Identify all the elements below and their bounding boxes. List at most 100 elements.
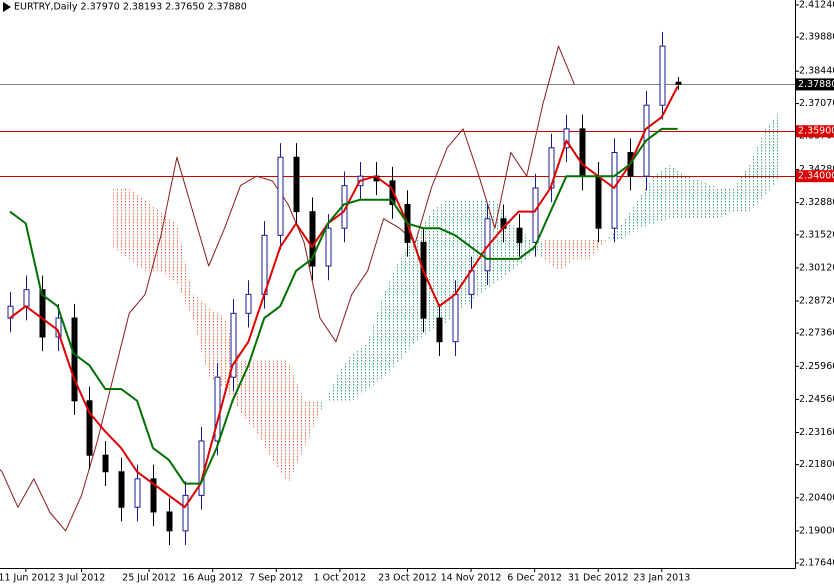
cloud-segment — [717, 187, 734, 219]
chikou-line — [0, 45, 575, 532]
cloud-segment — [494, 199, 511, 283]
y-tick-label: 2.20400 — [799, 492, 834, 503]
indicator-line — [9, 127, 678, 485]
cloud-segment — [113, 187, 130, 259]
cloud-segment — [653, 164, 670, 224]
x-tick-label: 6 Dec 2012 — [507, 573, 562, 584]
cloud-segment — [335, 353, 352, 401]
candle-body — [452, 293, 459, 343]
candle-body — [277, 156, 284, 236]
x-tick-label: 23 Jan 2013 — [633, 573, 690, 584]
candle-body — [389, 180, 396, 206]
y-tick-label: 2.17640 — [799, 558, 834, 569]
cloud-segment — [590, 240, 607, 259]
cloud-segment — [463, 199, 479, 307]
cloud-segment — [351, 341, 368, 401]
x-tick-label: 16 Aug 2012 — [182, 573, 243, 584]
candle-body — [675, 81, 682, 85]
candle-body — [595, 175, 602, 229]
cloud-segment — [240, 360, 257, 432]
cloud-segment — [542, 240, 559, 271]
x-tick-label: 1 Oct 2012 — [314, 573, 367, 584]
cloud-segment — [160, 211, 177, 283]
candle-body — [166, 511, 173, 532]
cloud-segment — [192, 294, 209, 378]
y-tick-label: 2.24560 — [799, 394, 834, 405]
y-tick-label: 2.32880 — [799, 197, 834, 208]
cloud-segment — [606, 223, 623, 241]
y-tick-label: 2.41240 — [799, 0, 834, 10]
y-tick-label: 2.38440 — [799, 66, 834, 77]
cloud-segment — [622, 199, 638, 241]
candle-body — [230, 312, 237, 378]
cloud-segment — [383, 258, 400, 378]
cloud-segment — [685, 176, 702, 219]
level-label-box — [796, 125, 834, 138]
x-tick-label: 14 Nov 2012 — [441, 573, 502, 584]
overlay: EURTRY,Daily 2.37970 2.38193 2.37650 2.3… — [3, 2, 247, 13]
cloud-segment — [749, 128, 766, 212]
cloud-segment — [304, 400, 320, 449]
x-tick-label: 3 Jul 2012 — [58, 573, 106, 584]
y-tick-label: 2.30120 — [799, 262, 834, 273]
y-tick-label: 2.19000 — [799, 525, 834, 536]
candle-body — [611, 152, 618, 229]
cloud-segment — [319, 377, 336, 413]
candle-body — [659, 45, 666, 106]
candle-body — [579, 128, 586, 177]
level-label-box — [796, 78, 834, 91]
candle-body — [325, 227, 332, 267]
y-tick-label: 2.31520 — [799, 229, 834, 240]
cloud-segment — [399, 235, 416, 361]
candle-body — [39, 289, 46, 338]
cloud-segment — [176, 223, 193, 319]
plot-area — [0, 31, 795, 546]
candle-body — [293, 156, 300, 213]
chart-title: EURTRY,Daily 2.37970 2.38193 2.37650 2.3… — [14, 2, 247, 13]
cloud-segment — [447, 199, 464, 323]
x-tick-label: 23 Oct 2012 — [378, 573, 437, 584]
candle-body — [420, 241, 427, 319]
candle-body — [102, 454, 109, 473]
cloud-segment — [288, 360, 305, 484]
y-tick-label: 2.21800 — [799, 459, 834, 470]
cloud-segment — [574, 240, 591, 259]
x-tick-label: 11 Jun 2012 — [0, 573, 56, 584]
candle-body — [563, 128, 570, 149]
level-label-box — [796, 170, 834, 183]
candle-body — [134, 478, 141, 508]
candle-body — [436, 317, 443, 343]
candle-body — [516, 227, 523, 243]
cloud-segment — [558, 240, 575, 271]
level-label: 2.37880 — [798, 79, 834, 90]
y-tick-label: 2.23160 — [799, 427, 834, 438]
y-tick-label: 2.34280 — [799, 164, 834, 175]
candle-body — [198, 440, 205, 496]
candle-body — [245, 293, 252, 314]
candle-body — [86, 400, 93, 456]
candle-body — [309, 211, 316, 267]
x-tick-label: 25 Jul 2012 — [122, 573, 176, 584]
cloud-segment — [701, 180, 718, 219]
candle-body — [182, 494, 189, 532]
candle-body — [23, 289, 30, 307]
candle-body — [150, 478, 157, 513]
cloud-segment — [367, 294, 384, 389]
cloud-segment — [208, 306, 225, 389]
y-tick-label: 2.25960 — [799, 361, 834, 372]
indicator-line — [9, 85, 679, 509]
candle-body — [532, 187, 539, 243]
y-tick-label: 2.37070 — [799, 98, 834, 109]
x-tick-label: 7 Sep 2012 — [249, 573, 303, 584]
cloud-segment — [145, 199, 161, 271]
cloud-segment — [272, 360, 289, 484]
cloud-segment — [129, 187, 146, 271]
y-tick-label: 2.39880 — [799, 32, 834, 43]
candle-body — [71, 317, 78, 402]
candle-body — [118, 471, 125, 508]
title-icon — [3, 2, 11, 12]
cloud-segment — [669, 164, 686, 219]
